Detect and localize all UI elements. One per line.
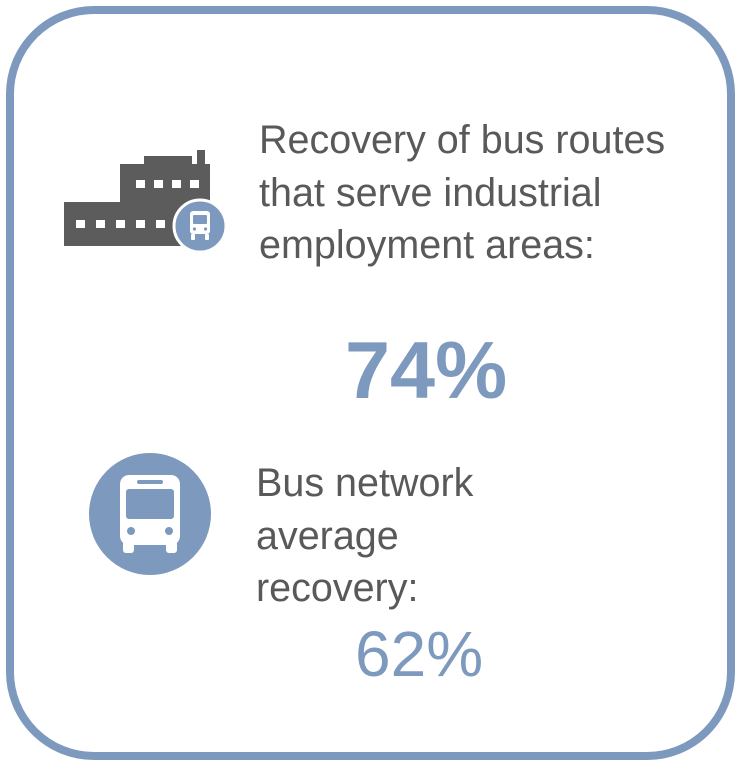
bus-icon [89,453,211,575]
network-recovery-value: 62% [355,618,484,690]
stat-card [6,6,735,760]
factory-with-bus-icon [64,150,226,254]
industrial-recovery-value: 74% [345,326,508,416]
industrial-recovery-label: Recovery of bus routes that serve indust… [259,118,666,267]
network-recovery-label: Bus network average recovery: [256,461,474,610]
